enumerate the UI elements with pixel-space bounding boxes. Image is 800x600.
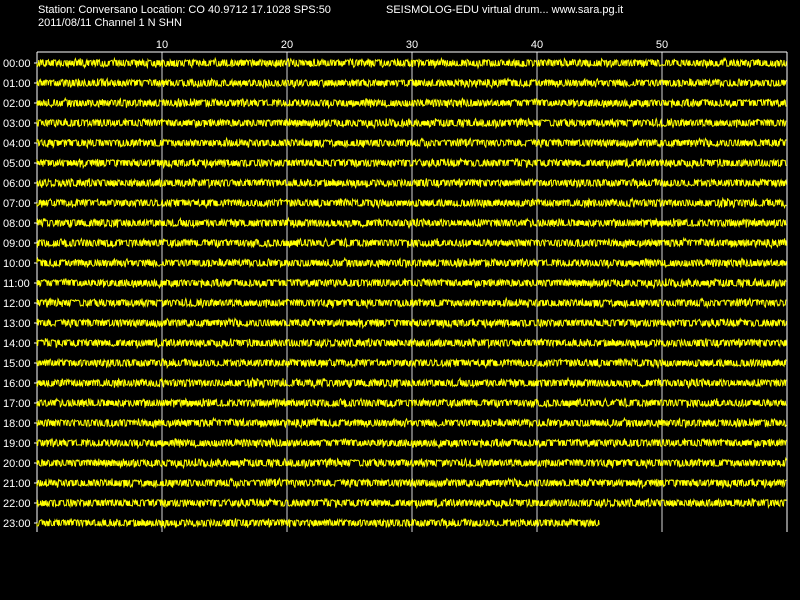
trace-0400 [36, 136, 787, 150]
trace-0000 [36, 56, 787, 70]
date-channel-info: 2011/08/11 Channel 1 N SHN [38, 17, 182, 29]
x-tick-label: 50 [656, 39, 668, 51]
hour-label: 04:00 [3, 138, 31, 150]
trace-0800 [36, 216, 787, 229]
hour-label: 12:00 [3, 298, 31, 310]
trace-0300 [36, 117, 787, 130]
trace-1500 [36, 357, 787, 370]
trace-1600 [36, 376, 787, 389]
hour-label: 17:00 [3, 398, 31, 410]
trace-2200 [36, 497, 787, 510]
drum-title: SEISMOLOG-EDU virtual drum... www.sara.p… [386, 4, 624, 16]
trace-1100 [36, 277, 787, 290]
hour-label: 22:00 [3, 498, 31, 510]
hour-label: 21:00 [3, 478, 31, 490]
x-tick-label: 20 [281, 39, 293, 51]
hour-label: 08:00 [3, 218, 31, 230]
trace-1000 [36, 256, 787, 270]
trace-2100 [36, 477, 787, 490]
hour-label: 13:00 [3, 318, 31, 330]
hour-label: 18:00 [3, 418, 31, 430]
hour-label: 23:00 [3, 518, 31, 530]
x-tick-label: 40 [531, 39, 543, 51]
trace-0600 [36, 177, 787, 190]
trace-0700 [36, 196, 787, 210]
hour-label: 16:00 [3, 378, 31, 390]
trace-0900 [36, 236, 787, 250]
station-info: Station: Conversano Location: CO 40.9712… [38, 4, 331, 16]
trace-1200 [36, 296, 787, 310]
trace-0200 [36, 96, 787, 110]
hour-label: 10:00 [3, 258, 31, 270]
hour-label: 03:00 [3, 118, 31, 130]
trace-1900 [36, 437, 787, 450]
hour-label: 00:00 [3, 58, 31, 70]
hour-label: 01:00 [3, 78, 31, 90]
hour-label: 15:00 [3, 358, 31, 370]
hour-label: 07:00 [3, 198, 31, 210]
hour-label: 19:00 [3, 438, 31, 450]
trace-0500 [36, 157, 787, 170]
x-tick-label: 10 [156, 39, 168, 51]
hour-label: 11:00 [3, 278, 30, 290]
hour-label: 20:00 [3, 458, 31, 470]
hour-label: 06:00 [3, 178, 31, 190]
trace-1700 [36, 397, 787, 409]
hour-label: 05:00 [3, 158, 31, 170]
trace-0100 [36, 76, 787, 90]
trace-1300 [36, 317, 787, 330]
trace-2300 [36, 517, 600, 530]
trace-1800 [36, 416, 787, 430]
hour-label: 02:00 [3, 98, 31, 110]
x-tick-label: 30 [406, 39, 418, 51]
trace-2000 [36, 456, 787, 470]
hour-label: 09:00 [3, 238, 31, 250]
trace-1400 [36, 337, 787, 350]
hour-label: 14:00 [3, 338, 31, 350]
